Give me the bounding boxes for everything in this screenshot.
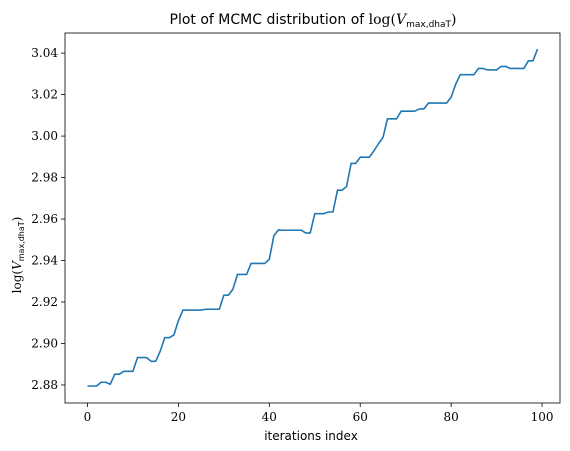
svg-text:log(Vmax,dhaT): log(Vmax,dhaT) [10,217,26,294]
x-tick-label: 40 [262,410,277,424]
x-tick-label: 60 [353,410,368,424]
y-tick-label: 2.98 [31,171,58,185]
y-tick-label: 2.96 [31,212,58,226]
x-tick-label: 20 [171,410,186,424]
x-tick-label: 0 [84,410,92,424]
y-tick-label: 2.88 [31,378,58,392]
x-tick-label: 100 [531,410,554,424]
chart-title: Plot of MCMC distribution of log(Vmax,dh… [170,12,457,30]
y-tick-label: 3.02 [31,88,58,102]
y-tick-label: 2.92 [31,295,58,309]
y-tick-label: 3.04 [31,46,58,60]
svg-text:Plot of MCMC distribution of l: Plot of MCMC distribution of log(Vmax,dh… [170,12,457,30]
y-tick-label: 2.94 [31,254,58,268]
title-text: Plot of MCMC distribution of [170,12,369,28]
x-axis-label: iterations index [264,429,358,443]
series-line [88,49,538,386]
y-axis-label: log(Vmax,dhaT) [10,217,26,294]
y-tick-label: 2.90 [31,336,58,350]
axis-ticks: 0 20 40 60 80 100 2.88 2.90 2.92 2.94 2.96 2.98 3.00… [31,46,553,424]
plot-frame [65,33,560,403]
x-tick-label: 80 [443,410,458,424]
y-tick-label: 3.00 [31,129,58,143]
